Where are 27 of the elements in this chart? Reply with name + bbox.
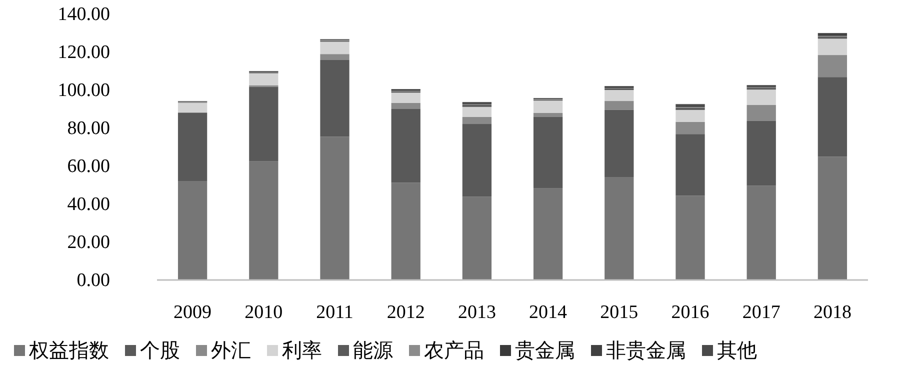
legend-label: 贵金属 <box>515 340 575 362</box>
legend-label: 个股 <box>140 340 180 362</box>
x-tick-label: 2012 <box>386 302 425 323</box>
x-tick-label: 2014 <box>529 302 568 323</box>
y-tick-label: 40.00 <box>67 194 110 215</box>
x-tick-label: 2010 <box>244 302 283 323</box>
x-tick-label: 2016 <box>671 302 710 323</box>
x-tick-label: 2017 <box>742 302 780 323</box>
legend-label: 非贵金属 <box>606 340 686 362</box>
y-tick-label: 100.00 <box>58 80 110 101</box>
y-tick-label: 20.00 <box>67 232 110 253</box>
legend-label: 权益指数 <box>28 340 109 362</box>
x-tick-label: 2018 <box>813 302 852 323</box>
y-tick-label: 60.00 <box>67 156 110 177</box>
x-tick-label: 2011 <box>316 302 354 323</box>
y-tick-label: 0.00 <box>76 270 110 291</box>
x-tick-label: 2015 <box>600 302 638 323</box>
legend-label: 利率 <box>282 340 322 362</box>
x-tick-label: 2013 <box>458 302 496 323</box>
legend-label: 农产品 <box>424 340 484 362</box>
legend-label: 外汇 <box>211 340 251 362</box>
y-tick-label: 140.00 <box>58 4 110 25</box>
legend-label: 能源 <box>353 340 393 362</box>
legend-label: 其他 <box>717 340 757 362</box>
y-tick-label: 120.00 <box>58 42 110 63</box>
x-tick-label: 2009 <box>174 302 212 323</box>
y-tick-label: 80.00 <box>67 118 110 139</box>
